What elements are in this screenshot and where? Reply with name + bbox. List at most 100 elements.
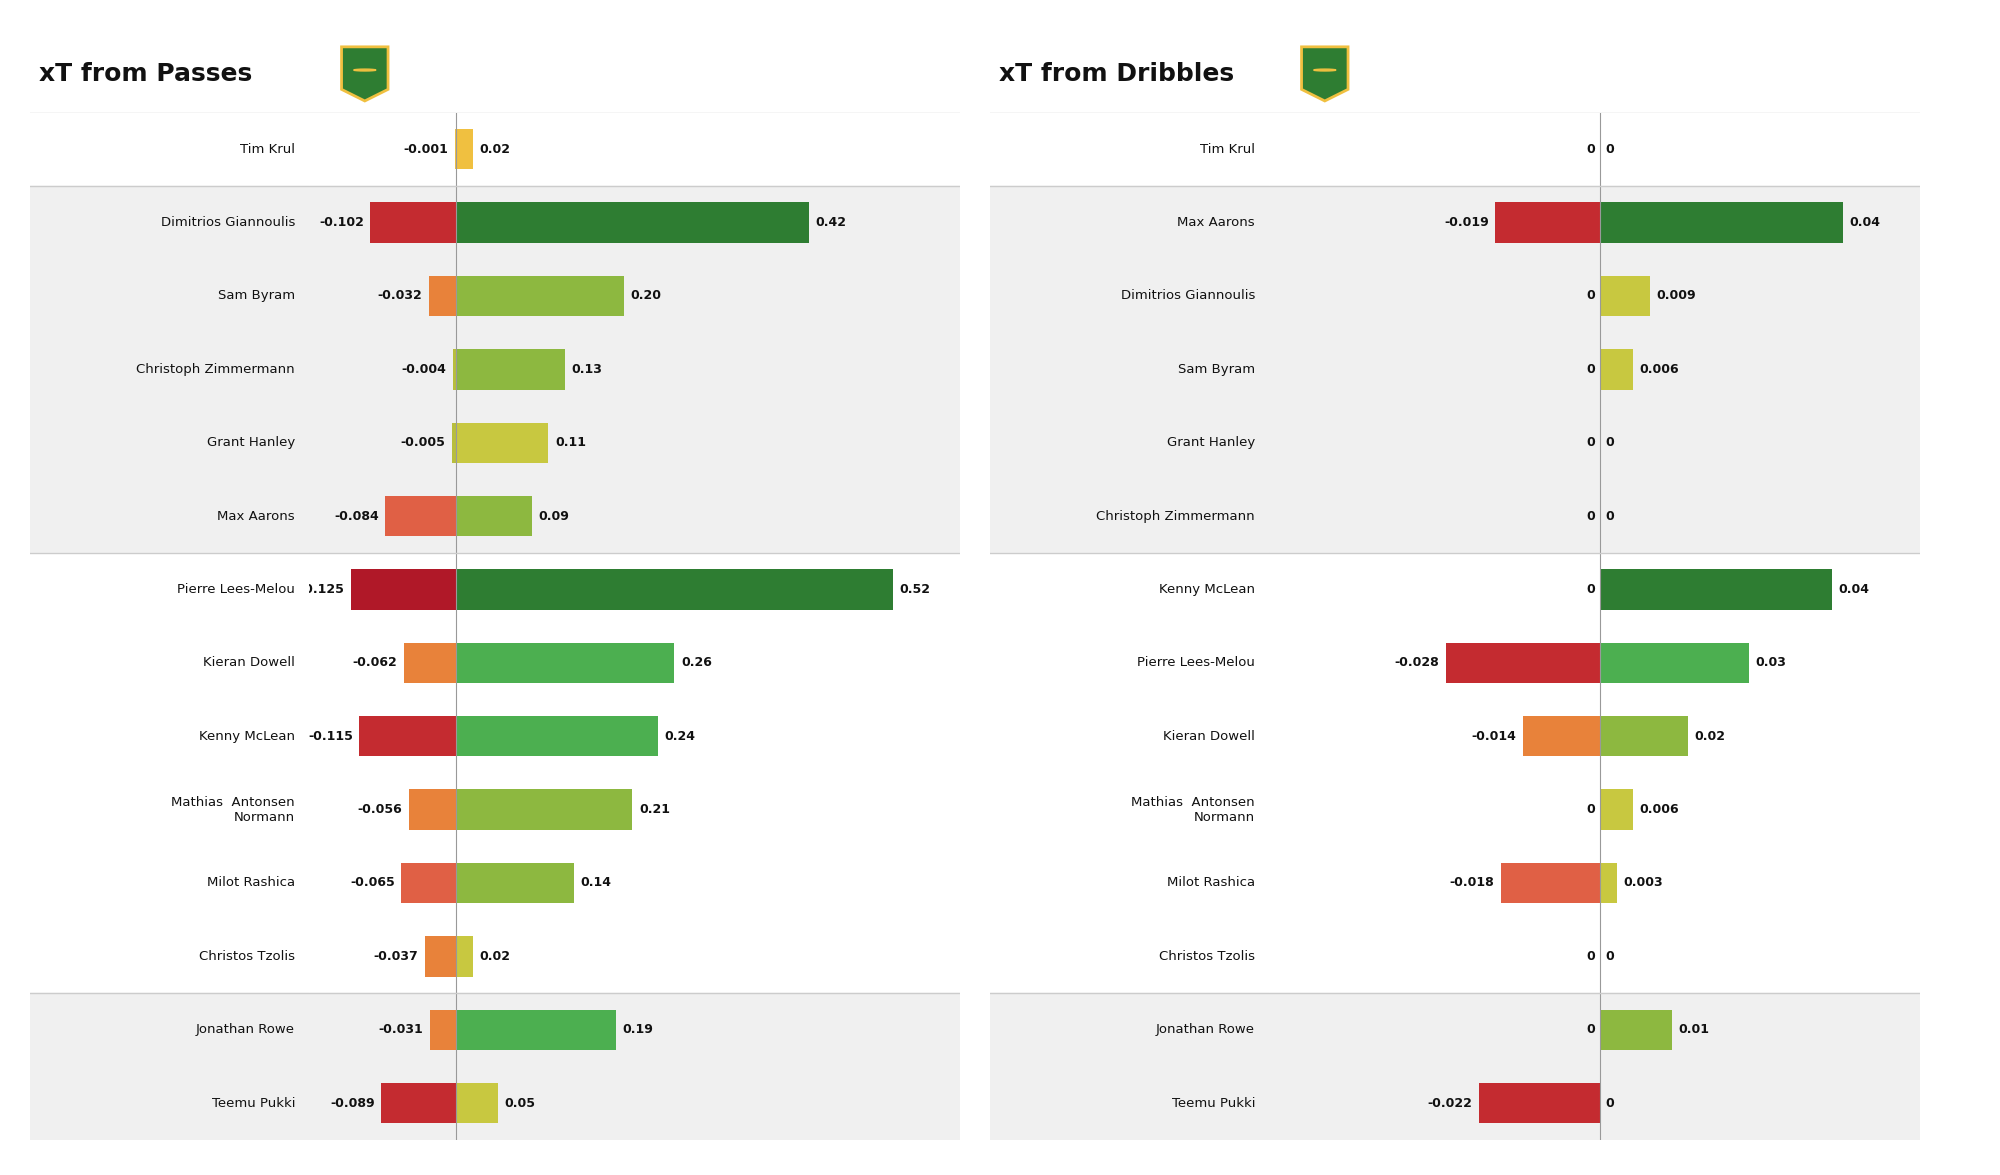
Bar [1600,716,1688,757]
Bar [456,423,548,463]
Bar [402,862,456,904]
Text: 0: 0 [1586,583,1594,596]
Text: -0.032: -0.032 [378,289,422,302]
Bar [456,862,574,904]
Bar [1478,1083,1600,1123]
Text: 0: 0 [1586,436,1594,449]
Bar [430,1009,456,1050]
Text: Christos Tzolis: Christos Tzolis [1160,949,1256,962]
Bar [1522,716,1600,757]
Text: 0: 0 [1586,949,1594,962]
Text: 0: 0 [1606,142,1614,156]
Text: 0.04: 0.04 [1838,583,1870,596]
Bar [456,790,632,830]
Bar [456,936,472,976]
Bar [1446,643,1600,683]
Text: 0.02: 0.02 [480,142,510,156]
Text: 0: 0 [1606,436,1614,449]
Text: -0.056: -0.056 [358,803,402,817]
Text: xT from Dribbles: xT from Dribbles [1000,62,1234,86]
Text: -0.102: -0.102 [318,216,364,229]
Bar [990,186,1270,552]
Text: 0.02: 0.02 [480,949,510,962]
Bar [30,113,310,186]
Bar [456,1083,498,1123]
Text: Milot Rashica: Milot Rashica [1166,877,1256,889]
Bar [456,1009,616,1050]
Bar [1600,202,1842,243]
Bar [370,202,456,243]
Text: -0.005: -0.005 [400,436,446,449]
Circle shape [354,69,376,70]
Text: 0.04: 0.04 [1850,216,1880,229]
Text: Jonathan Rowe: Jonathan Rowe [1156,1023,1256,1036]
Bar [310,186,960,552]
Polygon shape [342,47,388,101]
Text: Kenny McLean: Kenny McLean [200,730,296,743]
Text: Kieran Dowell: Kieran Dowell [204,657,296,670]
Text: Milot Rashica: Milot Rashica [206,877,296,889]
Text: Pierre Lees-Melou: Pierre Lees-Melou [1138,657,1256,670]
Bar [382,1083,456,1123]
Polygon shape [1302,47,1348,101]
Bar [1496,202,1600,243]
Bar [1600,862,1616,904]
Bar [990,993,1270,1140]
Text: 0.11: 0.11 [554,436,586,449]
Bar [990,552,1270,993]
Text: 0: 0 [1606,949,1614,962]
Bar [456,349,566,390]
Bar [30,186,310,552]
Bar [456,202,808,243]
Text: Dimitrios Giannoulis: Dimitrios Giannoulis [1120,289,1256,302]
Text: Jonathan Rowe: Jonathan Rowe [196,1023,296,1036]
Text: 0.20: 0.20 [630,289,662,302]
Bar [1600,349,1634,390]
Text: Mathias  Antonsen
Normann: Mathias Antonsen Normann [1132,795,1256,824]
Circle shape [1314,69,1336,70]
Text: Kenny McLean: Kenny McLean [1160,583,1256,596]
Text: 0.24: 0.24 [664,730,696,743]
Text: 0.006: 0.006 [1640,363,1680,376]
Text: 0.19: 0.19 [622,1023,652,1036]
Bar [452,349,456,390]
Bar [1600,643,1748,683]
Bar [1500,862,1600,904]
Bar [310,993,960,1140]
Text: 0: 0 [1586,142,1594,156]
Bar [430,276,456,316]
Text: Grant Hanley: Grant Hanley [1166,436,1256,449]
Text: 0.42: 0.42 [816,216,846,229]
Text: -0.019: -0.019 [1444,216,1488,229]
Text: Dimitrios Giannoulis: Dimitrios Giannoulis [160,216,296,229]
Text: Christos Tzolis: Christos Tzolis [200,949,296,962]
Bar [990,113,1270,186]
Text: -0.028: -0.028 [1394,657,1440,670]
Text: -0.001: -0.001 [404,142,448,156]
Bar [1270,113,1920,186]
Text: 0.01: 0.01 [1678,1023,1710,1036]
Text: 0: 0 [1586,803,1594,817]
Text: 0.05: 0.05 [504,1096,536,1109]
Bar [30,552,310,993]
Bar [456,276,624,316]
Text: -0.125: -0.125 [300,583,344,596]
Bar [1270,993,1920,1140]
Text: 0.52: 0.52 [900,583,930,596]
Text: Christoph Zimmermann: Christoph Zimmermann [1096,510,1256,523]
Text: 0.03: 0.03 [1756,657,1786,670]
Text: 0: 0 [1586,289,1594,302]
Bar [1600,276,1650,316]
Bar [360,716,456,757]
Bar [310,552,960,993]
Text: 0.003: 0.003 [1624,877,1662,889]
Bar [456,496,532,536]
Bar [456,643,674,683]
Text: 0: 0 [1586,363,1594,376]
Text: -0.031: -0.031 [378,1023,424,1036]
Text: Max Aarons: Max Aarons [218,510,296,523]
Text: 0.26: 0.26 [680,657,712,670]
Bar [1270,186,1920,552]
Text: Teemu Pukki: Teemu Pukki [212,1096,296,1109]
Text: 0: 0 [1586,1023,1594,1036]
